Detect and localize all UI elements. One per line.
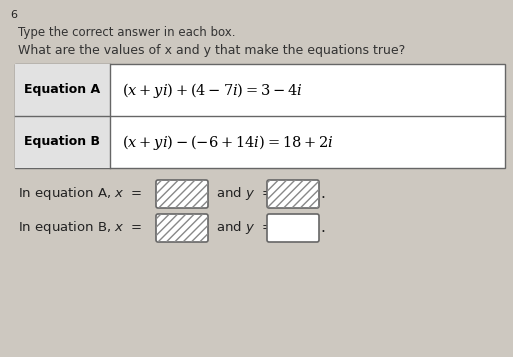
Text: $(x + yi) + (4 - 7i) = 3 - 4i$: $(x + yi) + (4 - 7i) = 3 - 4i$ <box>122 80 303 100</box>
Bar <box>15 64 110 116</box>
Text: What are the values of x and y that make the equations true?: What are the values of x and y that make… <box>18 44 405 57</box>
Text: Type the correct answer in each box.: Type the correct answer in each box. <box>18 26 235 39</box>
Text: Equation A: Equation A <box>25 84 101 96</box>
FancyBboxPatch shape <box>156 214 208 242</box>
Bar <box>15 64 505 168</box>
Text: Equation B: Equation B <box>25 136 101 149</box>
FancyBboxPatch shape <box>267 214 319 242</box>
Text: .: . <box>320 221 325 236</box>
FancyBboxPatch shape <box>156 180 208 208</box>
Text: In equation A, $x$  =: In equation A, $x$ = <box>18 186 143 202</box>
Text: .: . <box>320 186 325 201</box>
FancyBboxPatch shape <box>267 180 319 208</box>
Text: and $y$  =: and $y$ = <box>216 186 273 202</box>
Text: and $y$  =: and $y$ = <box>216 220 273 236</box>
Text: 6: 6 <box>10 10 17 20</box>
Bar <box>15 116 110 168</box>
Text: $(x + yi) - (-6 + 14i) = 18 + 2i$: $(x + yi) - (-6 + 14i) = 18 + 2i$ <box>122 132 334 151</box>
Text: In equation B, $x$  =: In equation B, $x$ = <box>18 220 143 236</box>
